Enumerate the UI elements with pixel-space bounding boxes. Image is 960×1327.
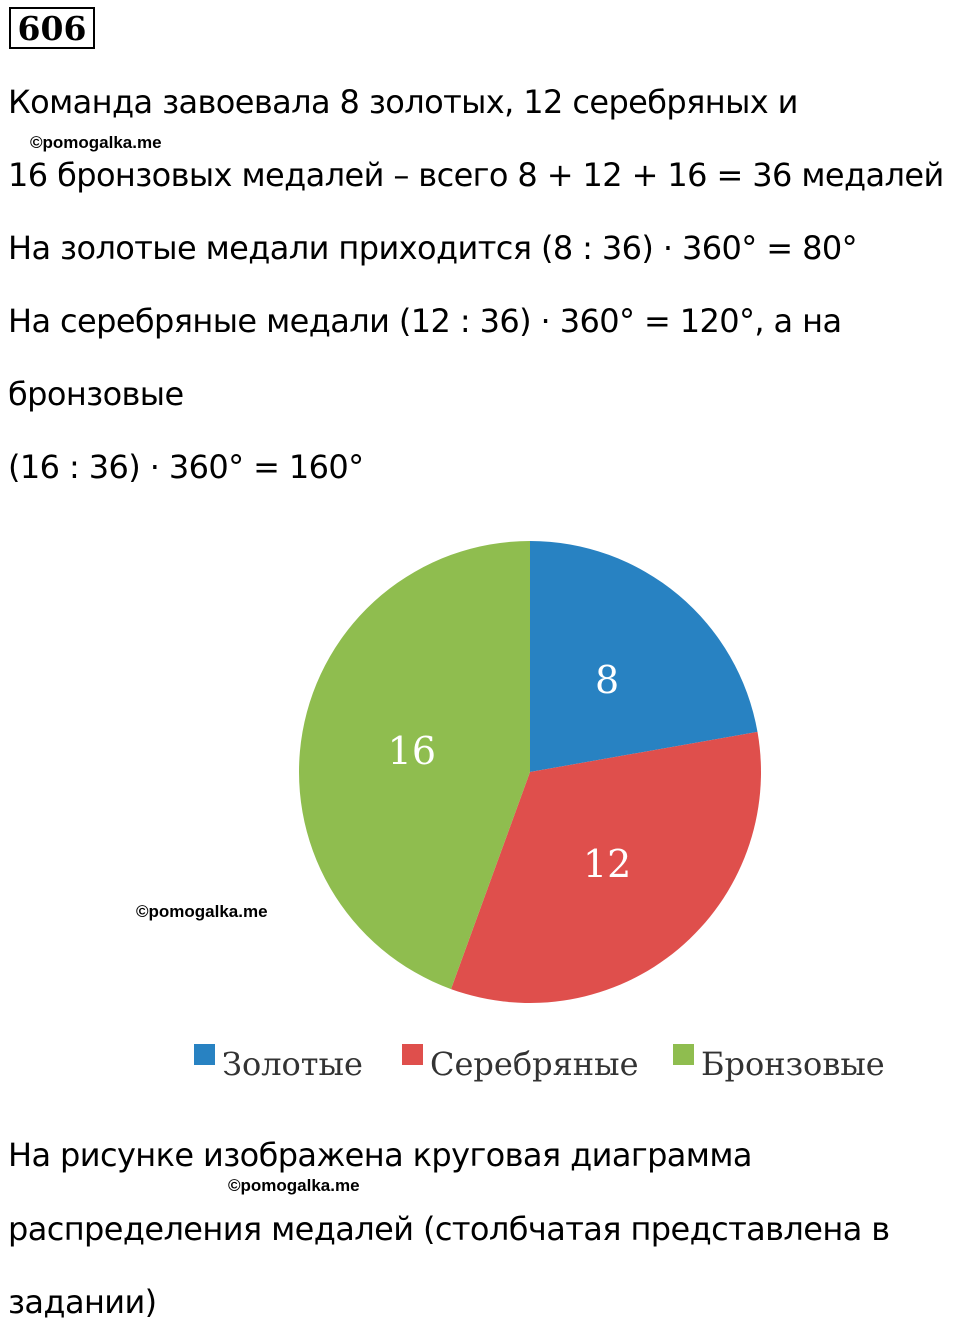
legend-label-золотые: Золотые — [222, 1045, 363, 1083]
task-number: 606 — [9, 7, 95, 49]
legend-swatch-серебряные — [402, 1044, 423, 1065]
watermark-2: ©pomogalka.me — [136, 902, 268, 921]
watermark-3: ©pomogalka.me — [228, 1176, 360, 1195]
text-line-4: На серебряные медали (12 : 36) · 360° = … — [8, 302, 842, 340]
slice-value-серебряные: 12 — [583, 842, 631, 886]
slice-value-золотые: 8 — [595, 658, 619, 702]
pie-slice-золотые — [530, 541, 758, 772]
pie-slices — [299, 541, 761, 1003]
slice-value-бронзовые: 16 — [388, 729, 436, 773]
text-line-3: На золотые медали приходится (8 : 36) · … — [8, 229, 858, 267]
text-line-2: 16 бронзовых медалей – всего 8 + 12 + 16… — [8, 156, 944, 194]
text-line-1: Команда завоевала 8 золотых, 12 серебрян… — [8, 83, 798, 121]
text-line-7: На рисунке изображена круговая диаграмма — [8, 1136, 752, 1174]
text-line-9: задании) — [8, 1283, 157, 1321]
pie-slice-бронзовые — [299, 541, 530, 990]
legend-swatch-бронзовые — [673, 1044, 694, 1065]
legend-label-серебряные: Серебряные — [430, 1045, 639, 1083]
legend-swatch-золотые — [194, 1044, 215, 1065]
text-line-5: бронзовые — [8, 375, 184, 413]
watermark-1: ©pomogalka.me — [30, 133, 162, 152]
pie-slice-labels: 8 12 16 — [388, 658, 632, 886]
text-line-8: распределения медалей (столбчатая предст… — [8, 1210, 890, 1248]
legend-label-бронзовые: Бронзовые — [701, 1045, 885, 1083]
text-line-6: (16 : 36) · 360° = 160° — [8, 448, 364, 486]
chart-legend: Золотые Серебряные Бронзовые — [194, 1044, 885, 1083]
pie-slice-серебряные — [450, 731, 761, 1003]
medals-pie-chart: 8 12 16 Золотые Серебряные Бронзовые — [194, 541, 885, 1083]
